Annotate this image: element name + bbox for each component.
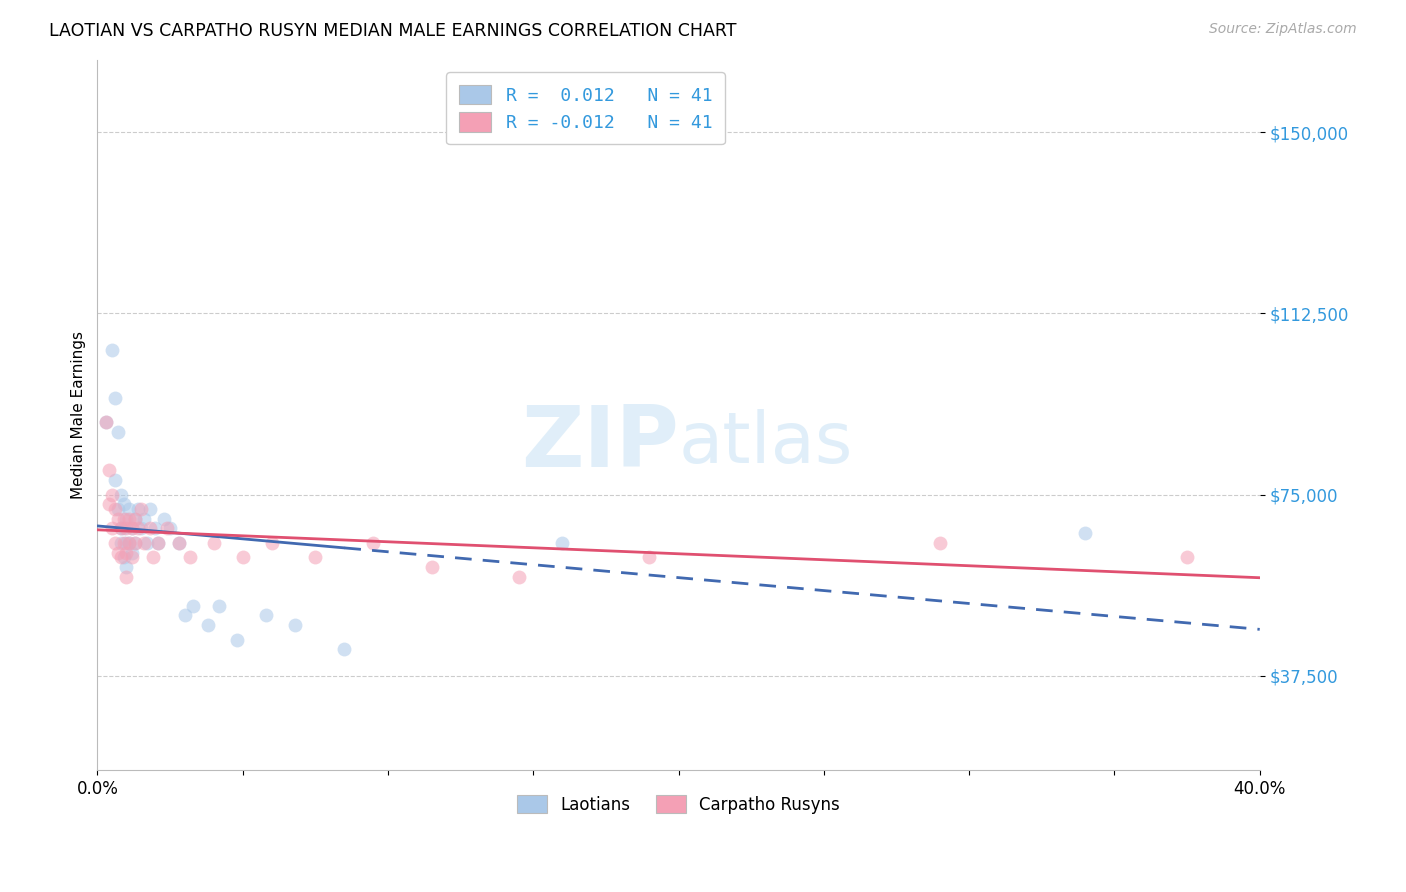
Point [156,521,179,535]
Point [112,521,135,535]
Text: Source: ZipAtlas.com: Source: ZipAtlas.com [1209,22,1357,37]
Point [551,536,574,550]
Point [638,550,661,565]
Point [118,502,141,516]
Point [153,512,176,526]
Point [363,536,385,550]
Point [129,521,152,535]
Point [124,512,146,526]
Point [104,536,127,550]
Point [179,550,201,565]
Text: atlas: atlas [679,409,853,478]
Point [112,536,135,550]
Point [304,550,326,565]
Point [104,502,127,516]
Point [232,550,254,565]
Point [115,521,138,535]
Point [148,536,170,550]
Point [173,608,195,623]
Point [98,463,121,477]
Point [107,545,129,559]
Point [929,536,952,550]
Point [115,570,138,584]
Point [112,550,135,565]
Point [142,550,165,565]
Point [110,550,132,565]
Point [124,512,146,526]
Point [145,521,167,535]
Point [104,473,127,487]
Point [104,391,127,405]
Point [208,599,231,613]
Point [124,536,146,550]
Point [101,487,124,501]
Y-axis label: Median Male Earnings: Median Male Earnings [72,331,86,499]
Point [132,512,155,526]
Text: ZIP: ZIP [520,401,679,484]
Point [135,536,157,550]
Point [121,550,143,565]
Point [107,512,129,526]
Point [260,536,283,550]
Point [138,521,160,535]
Point [148,536,170,550]
Point [121,521,143,535]
Legend: Laotians, Carpatho Rusyns: Laotians, Carpatho Rusyns [506,783,852,826]
Point [225,632,247,647]
Point [115,512,138,526]
Point [115,545,138,559]
Point [110,521,132,535]
Point [94,415,117,429]
Point [112,497,135,511]
Point [115,560,138,574]
Point [118,512,141,526]
Point [110,521,132,535]
Point [254,608,277,623]
Point [197,618,219,632]
Text: LAOTIAN VS CARPATHO RUSYN MEDIAN MALE EARNINGS CORRELATION CHART: LAOTIAN VS CARPATHO RUSYN MEDIAN MALE EA… [49,22,737,40]
Point [420,560,443,574]
Point [127,521,149,535]
Point [167,536,190,550]
Point [1074,526,1097,541]
Point [98,497,121,511]
Point [333,642,356,657]
Point [121,521,143,535]
Point [138,502,160,516]
Point [159,521,181,535]
Point [1175,550,1198,565]
Point [118,536,141,550]
Point [129,502,152,516]
Point [284,618,307,632]
Point [132,536,155,550]
Point [107,425,129,439]
Point [124,536,146,550]
Point [121,545,143,559]
Point [112,512,135,526]
Point [110,536,132,550]
Point [508,570,530,584]
Point [181,599,204,613]
Point [118,536,141,550]
Point [167,536,190,550]
Point [101,343,124,357]
Point [101,521,124,535]
Point [202,536,225,550]
Point [110,487,132,501]
Point [94,415,117,429]
Point [107,502,129,516]
Point [115,536,138,550]
Point [127,502,149,516]
